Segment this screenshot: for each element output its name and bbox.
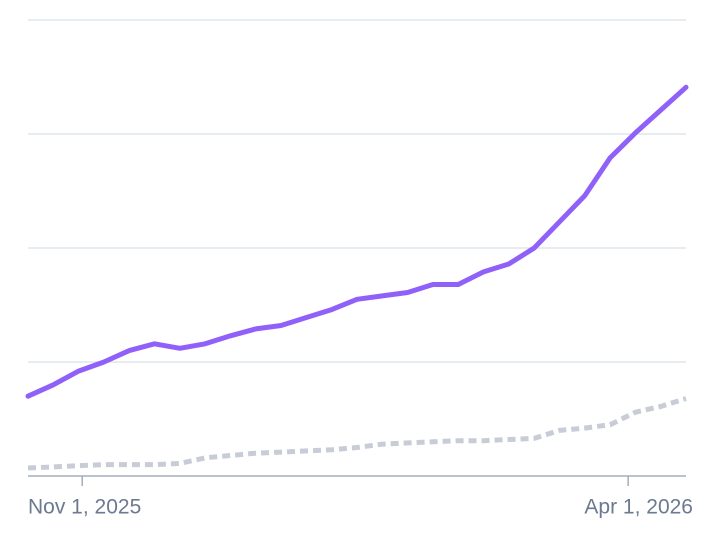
x-tick-label: Apr 1, 2026 xyxy=(584,496,693,519)
series-line xyxy=(25,84,689,399)
x-tick-label: Nov 1, 2025 xyxy=(28,496,141,519)
series-line xyxy=(27,396,687,471)
